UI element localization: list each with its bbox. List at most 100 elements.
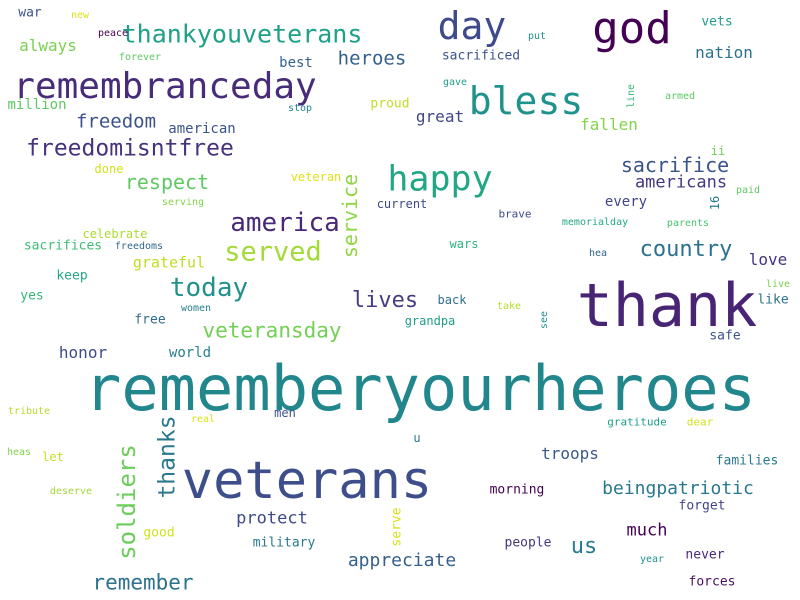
word: vets [701,14,733,30]
word: stop [287,103,313,114]
word: lives [351,288,419,313]
word: sacrifices [23,238,103,254]
word: country [639,237,733,262]
word: nation [695,43,753,62]
word: keep [56,268,88,284]
word: always [19,36,77,55]
word: world [168,345,212,361]
word: military [252,535,316,551]
word: brave [498,207,532,221]
word: rememberyourheroes [84,352,756,425]
word: heas [6,447,32,458]
word: americans [634,172,728,193]
word: armed [664,91,696,102]
word: paid [735,185,761,196]
word: never [685,547,725,563]
word: remembranceday [13,66,317,107]
word: deserve [49,486,93,497]
word: us [570,534,598,559]
word: heroes [337,47,407,70]
word: year [639,554,665,565]
word: celebrate [82,227,148,241]
word: done [94,162,124,176]
word: dear [686,415,714,429]
word: ii [710,144,726,158]
word: good [143,525,175,541]
word: proud [370,96,410,112]
word: honor [58,343,108,362]
word: appreciate [347,550,457,571]
word: yes [20,288,44,304]
word: freedoms [114,241,164,252]
word: serving [161,197,205,208]
word: much [626,520,668,541]
word: wars [449,237,479,251]
word: safe [709,328,741,344]
word: line [626,83,637,109]
word: grandpa [404,314,456,328]
word: live [765,279,791,290]
word: day [437,4,507,48]
word: freedomisntfree [26,135,234,162]
word: men [274,406,296,420]
word: love [748,250,788,269]
word: take [496,301,522,312]
word: beingpatriotic [602,478,754,499]
word: peace [97,28,129,39]
word: back [437,293,467,307]
word: thanks [154,415,181,499]
word: like [757,292,789,308]
word: forever [118,52,162,63]
word: respect [124,170,210,194]
word: freedom [75,110,157,133]
word: troops [541,444,599,463]
word: sacrificed [441,48,521,64]
word: veteran [290,170,342,184]
word: fallen [580,115,638,134]
word: memorialday [561,217,629,228]
word: thankyouveterans [121,19,363,49]
word: morning [489,482,545,498]
word: tribute [7,406,51,417]
word: free [134,312,166,328]
word: see [539,310,550,330]
word: families [715,453,779,469]
word: happy [387,159,493,200]
word: every [604,194,648,210]
word: put [527,31,547,42]
word: great [415,107,465,126]
word: people [504,535,552,551]
word: women [180,303,212,314]
word: service [338,173,362,259]
word: 16 [708,195,722,211]
word: american [168,121,236,137]
word: u [413,431,421,445]
word: current [376,197,428,211]
word: hea [588,248,608,259]
word: served [224,236,322,268]
word: real [190,414,216,425]
word: gratitude [607,415,667,429]
word: new [70,10,90,21]
word: forces [688,574,736,590]
word: gave [442,77,468,88]
word: let [42,450,64,464]
word: veterans [181,451,433,511]
word: grateful [132,253,206,272]
word: soldiers [113,444,141,560]
word: parents [666,218,710,229]
word: sacrifice [620,153,730,177]
word: god [592,3,672,54]
word: forget [678,498,726,514]
word: today [169,273,249,303]
word: bless [468,79,584,123]
word: war [18,5,42,21]
word: serve [389,507,405,547]
word: remember [92,570,194,595]
word: protect [236,508,308,529]
word: thank [576,271,758,341]
word: best [279,55,313,71]
word: veteransday [202,318,342,343]
word: million [7,97,67,113]
